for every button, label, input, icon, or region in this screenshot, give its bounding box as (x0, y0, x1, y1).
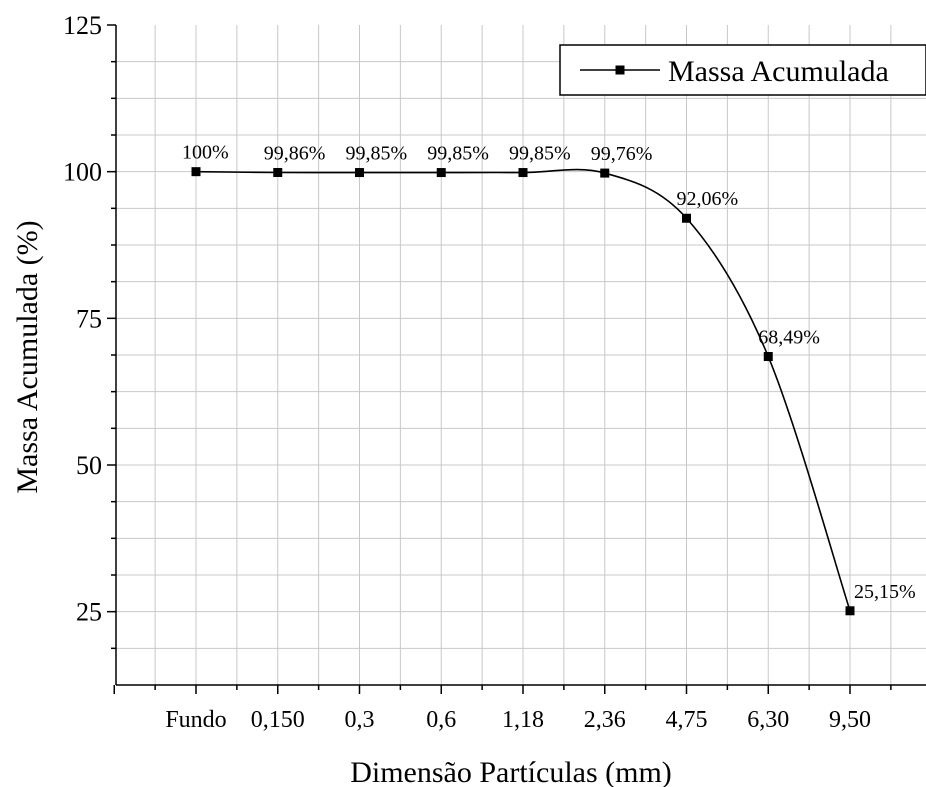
data-point (191, 167, 201, 177)
data-point (355, 168, 364, 178)
legend-label: Massa Acumulada (668, 55, 889, 88)
x-tick-label: 0,150 (251, 707, 305, 733)
y-tick-label: 50 (76, 451, 102, 480)
x-tick-label: 0,3 (345, 707, 375, 733)
data-point (518, 168, 528, 178)
data-point (436, 168, 446, 178)
x-tick-label: 4,75 (666, 707, 708, 733)
x-tick-label: 1,18 (502, 707, 544, 733)
data-point (273, 167, 283, 177)
data-point (763, 352, 773, 362)
x-tick-label: 9,50 (829, 707, 871, 733)
y-tick-label: 25 (76, 598, 102, 627)
x-tick-label: 2,36 (584, 707, 626, 733)
data-labels: 100% 99,86% 99,85% 99,85% 99,85% 99,76% 92,06%… (182, 142, 916, 603)
y-tick-label: 125 (63, 11, 102, 40)
data-label: 99,85% (509, 143, 571, 165)
data-points (191, 167, 855, 616)
data-point (600, 168, 610, 178)
data-label: 68,49% (758, 327, 820, 349)
data-label: 99,85% (346, 143, 408, 165)
data-point (845, 606, 855, 616)
data-label: 25,15% (854, 581, 916, 603)
legend: Massa Acumulada (559, 44, 926, 96)
x-tick-label: 6,30 (747, 707, 789, 733)
data-label: 99,85% (427, 143, 489, 165)
legend-marker (615, 65, 625, 75)
y-axis-label: Massa Acumulada (%) (11, 220, 44, 493)
x-axis-label: Dimensão Partículas (mm) (350, 756, 672, 787)
y-tick-label: 100 (63, 158, 102, 187)
y-tick-label: 75 (76, 304, 102, 333)
grid (116, 25, 926, 685)
x-tick-label: 0,6 (426, 707, 456, 733)
data-label: 92,06% (677, 188, 739, 210)
y-ticks: 25 50 75 100 125 (63, 11, 116, 650)
x-ticks: Fundo 0,150 0,3 0,6 1,18 2,36 4,75 6,30 9,50 (113, 685, 892, 733)
data-label: 99,76% (591, 143, 653, 165)
data-label: 99,86% (264, 142, 326, 164)
data-label: 100% (182, 142, 229, 164)
x-tick-label: Fundo (165, 707, 226, 733)
data-point (682, 213, 691, 223)
